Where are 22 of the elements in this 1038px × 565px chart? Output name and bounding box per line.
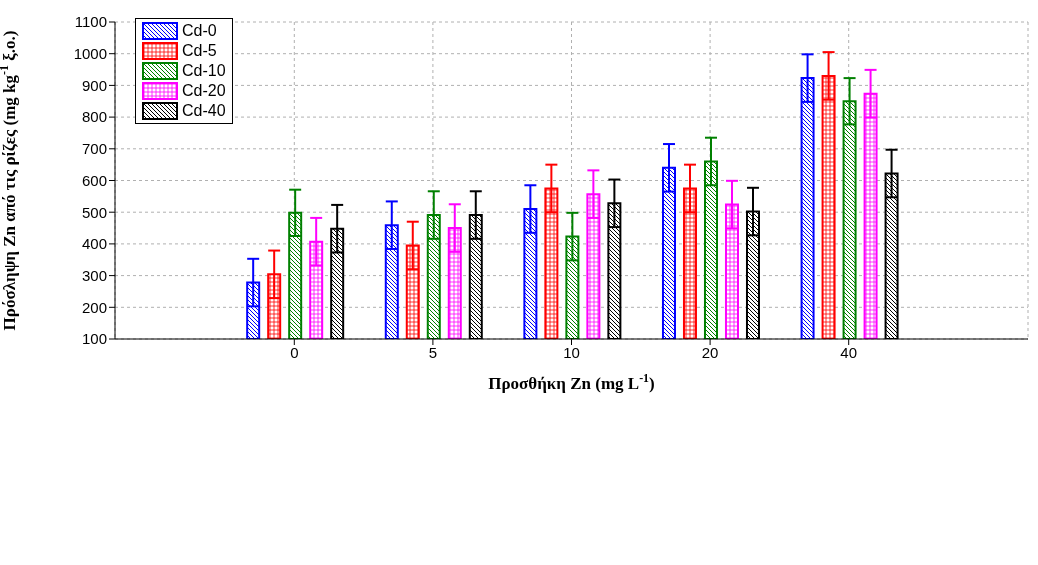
y-tick-label: 500 <box>81 203 107 221</box>
x-tick-label: 20 <box>701 343 719 361</box>
x-tick-label: 10 <box>563 343 580 361</box>
y-tick-label: 700 <box>81 140 107 158</box>
y-tick-label: 800 <box>81 108 107 126</box>
x-axis-title: Προσθήκη Zn (mg L$^{-1}$) <box>488 371 655 393</box>
x-tick-label: 40 <box>840 343 858 361</box>
y-tick-label: 600 <box>81 171 107 189</box>
y-tick-label: 200 <box>81 298 107 316</box>
y-tick-label: 300 <box>81 266 107 284</box>
legend-label: Cd-10 <box>182 61 226 81</box>
legend-label: Cd-0 <box>182 21 217 41</box>
legend-label: Cd-40 <box>182 101 226 121</box>
y-tick-label: 100 <box>81 330 107 348</box>
y-tick-label: 1100 <box>74 13 107 31</box>
x-tick-label: 5 <box>428 343 438 361</box>
y-tick-label: 1000 <box>73 45 107 63</box>
y-tick-label: 900 <box>81 76 107 94</box>
legend-label: Cd-5 <box>182 41 217 61</box>
y-tick-label: 400 <box>81 235 107 253</box>
legend-label: Cd-20 <box>182 81 226 101</box>
x-tick-label: 0 <box>290 343 299 361</box>
